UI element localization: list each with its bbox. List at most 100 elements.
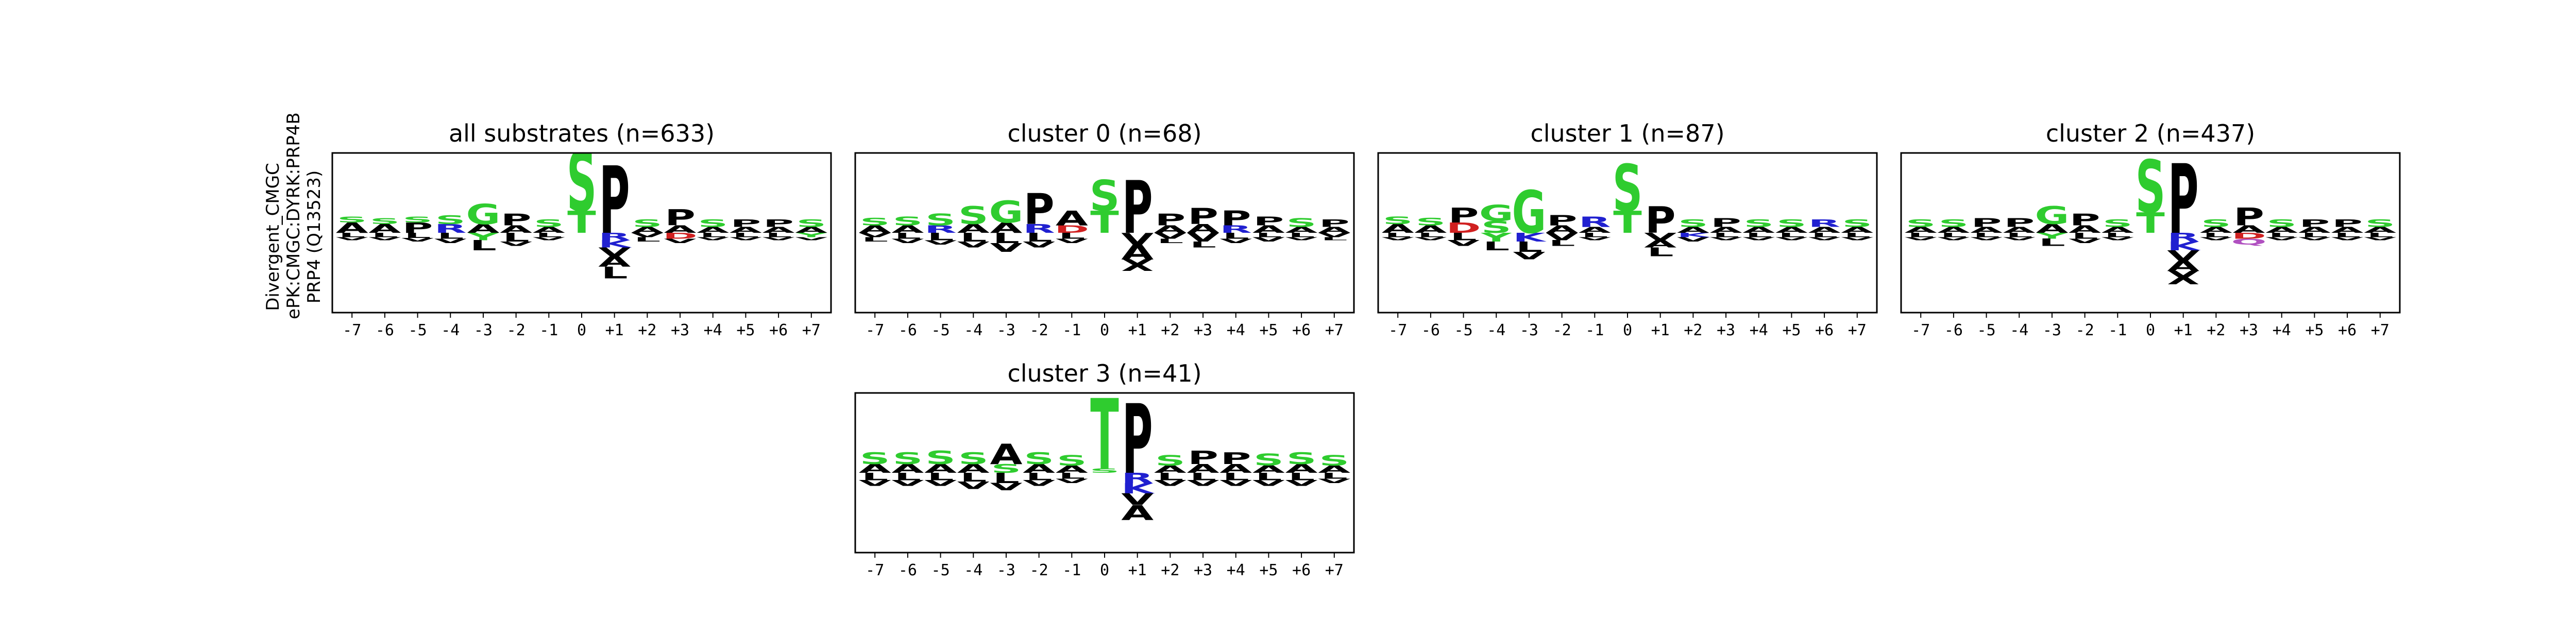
logo-letter-l: L [1288, 471, 1315, 483]
axes-frame [1900, 152, 2401, 314]
x-tick-label: +6 [2338, 321, 2357, 339]
logo-letter-s: S [1090, 467, 1120, 474]
panel-title: cluster 1 (n=87) [1530, 119, 1724, 147]
logo-letter-v: V [990, 241, 1023, 255]
logo-letter-v: V [924, 478, 957, 488]
logo-letter-x: X [1121, 256, 1154, 275]
logo-letter-a: A [1121, 502, 1154, 525]
logo-letter-a: A [2364, 226, 2397, 235]
logo-letter-v: V [1905, 236, 1937, 241]
logo-letter-a: A [2298, 226, 2331, 235]
logo-letter-l: L [2072, 231, 2098, 241]
logo-letter-v: V [1252, 236, 1285, 243]
logo-letter-l: L [601, 264, 628, 283]
logo-letter-a: A [1023, 461, 1056, 475]
x-tick-label: -1 [539, 321, 558, 339]
logo-letter-r: R [1219, 224, 1252, 235]
logo-letter-s: S [1253, 451, 1284, 470]
logo-letter-a: A [1154, 464, 1187, 475]
x-tick-label: -4 [964, 561, 982, 579]
logo-letter-a: A [990, 438, 1022, 471]
logo-letter-v: V [401, 237, 434, 243]
logo-letter-g: G [1512, 179, 1547, 247]
logo-letter-s: S [1906, 217, 1936, 229]
logo-letter-t: T [567, 204, 596, 240]
logo-letter-v: V [1187, 231, 1220, 245]
logo-letter-p: P [1188, 447, 1218, 468]
logo-panel-0: all substrates (n=633)ASLVASLVPSLVRSLVAG… [331, 119, 832, 339]
logo-letter-p: P [1024, 185, 1055, 234]
logo-letter-p: P [1971, 216, 2002, 230]
logo-letter-l: L [1745, 232, 1772, 239]
x-tick-label: +1 [1128, 321, 1147, 339]
logo-letter-l: L [765, 232, 792, 239]
logo-letter-l: L [1384, 232, 1411, 239]
panel-title: cluster 0 (n=68) [1007, 119, 1201, 147]
logo-letter-a: A [1905, 226, 1938, 235]
logo-letter-l: L [1026, 471, 1053, 483]
logo-letter-a: A [1187, 221, 1220, 235]
logo-letter-v: V [1318, 477, 1350, 485]
logo-letter-v: V [730, 236, 762, 241]
logo-letter-a: A [859, 224, 891, 235]
logo-letter-l: L [503, 231, 530, 245]
x-tick-label: -6 [1944, 321, 1963, 339]
logo-letter-a: A [2102, 226, 2134, 235]
logo-letter-y: Y [795, 232, 827, 239]
x-tick-label: -3 [1520, 321, 1538, 339]
x-tick-label: +3 [1194, 321, 1212, 339]
logo-letter-l: L [1321, 236, 1348, 241]
logo-letter-p: P [665, 205, 696, 231]
logo-letter-v: V [1154, 478, 1187, 488]
x-tick-label: +3 [1194, 561, 1212, 579]
logo-letter-a: A [1056, 464, 1088, 475]
logo-panel-4: cluster 3 (n=41)ASLVASLVASLVASLVSALVASLV… [854, 359, 1355, 579]
logo-letter-s: S [925, 211, 956, 230]
logo-letter-v: V [336, 236, 368, 241]
x-tick-label: +4 [704, 321, 722, 339]
logo-letter-v: V [1808, 236, 1841, 241]
x-tick-label: +5 [736, 321, 755, 339]
logo-letter-l: L [1288, 232, 1315, 239]
logo-letter-s: S [991, 461, 1022, 475]
logo-letter-l: L [1223, 231, 1249, 241]
logo-letter-a: A [368, 221, 401, 235]
logo-letter-a: A [1742, 226, 1775, 235]
logo-letter-p: P [731, 217, 761, 229]
logo-letter-v: V [434, 237, 467, 245]
logo-letter-l: L [2301, 232, 2328, 239]
logo-letter-l: L [1450, 231, 1477, 243]
logo-letter-l: L [535, 232, 562, 239]
logo-letter-a: A [1414, 224, 1447, 235]
logo-letter-p: P [1319, 217, 1350, 229]
logo-letter-v: V [2200, 236, 2232, 241]
logo-letter-a: A [2331, 226, 2364, 235]
logo-letter-y: Y [2036, 231, 2067, 241]
logo-letter-l: L [2202, 232, 2229, 239]
logo-letter-l: L [1190, 240, 1216, 249]
logo-letter-v: V [859, 478, 892, 488]
logo-letter-v: V [697, 236, 729, 241]
logo-letter-l: L [1223, 471, 1249, 483]
x-tick-label: +5 [2305, 321, 2324, 339]
logo-letter-v: V [2102, 236, 2134, 241]
logo-letter-v: V [533, 236, 565, 241]
logo-letter-l: L [2268, 232, 2295, 239]
x-tick-label: -3 [2043, 321, 2061, 339]
logo-letter-s: S [2136, 145, 2166, 230]
logo-letter-v: V [1121, 490, 1154, 509]
axes-frame [854, 152, 1355, 314]
logo-letter-s: S [1090, 172, 1120, 221]
logo-letter-a: A [2265, 226, 2298, 235]
logo-letter-a: A [1546, 224, 1578, 235]
logo-letter-l: L [1321, 471, 1348, 480]
logo-letter-g: G [2035, 201, 2070, 230]
x-tick-label: -4 [2010, 321, 2028, 339]
logo-letter-l: L [470, 237, 497, 254]
logo-letter-l: L [371, 232, 398, 239]
logo-letter-g: G [466, 198, 501, 231]
logo-letter-s: S [958, 201, 989, 230]
